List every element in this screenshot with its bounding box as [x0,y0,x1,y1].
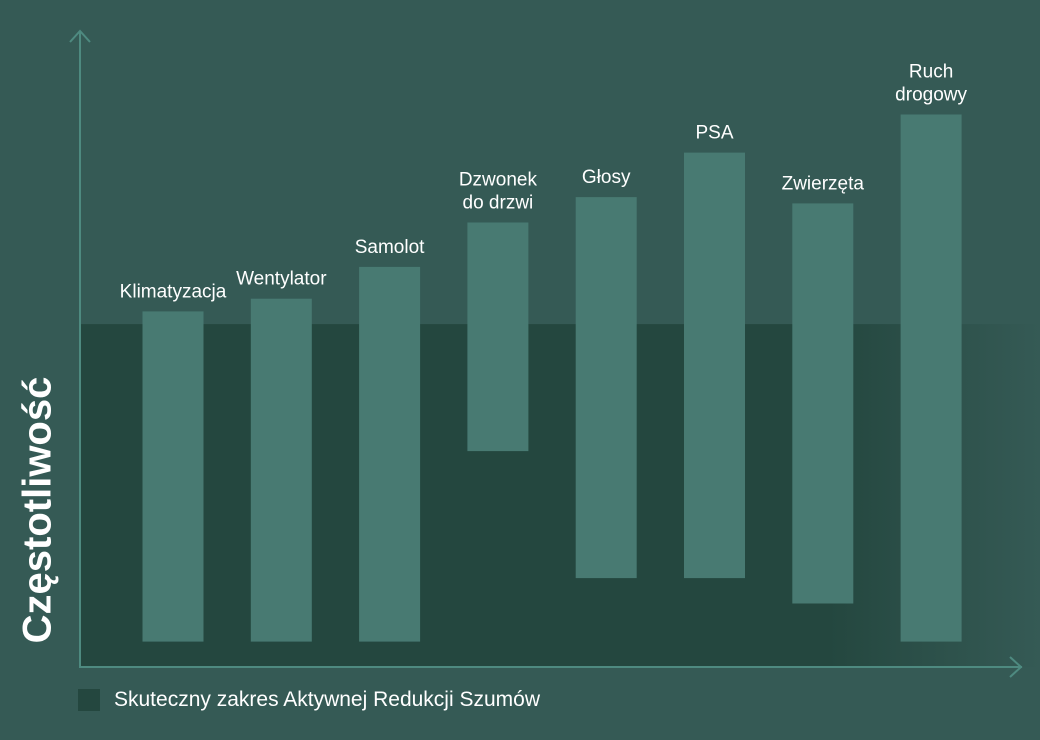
bar-label-line: do drzwi [463,193,534,214]
legend-label: Skuteczny zakres Aktywnej Redukcji Szumó… [114,688,540,711]
anc-effective-range-band [80,324,1040,667]
bar-7 [900,114,962,642]
y-axis-arrowhead [69,29,91,43]
legend-swatch [78,689,100,711]
bar-label-line: Ruch [909,62,953,83]
bar-5 [684,152,745,579]
bar-4 [575,197,637,579]
bar-label-5: PSA [695,123,733,144]
bar-label-1: Wentylator [236,269,327,290]
bar-2 [359,266,421,642]
axes [69,29,1023,678]
bar-0 [142,311,204,642]
bar-label-line: Zwierzęta [782,173,865,194]
bar-label-line: Klimatyzacja [120,281,227,302]
bar-6 [792,203,854,604]
bar-3 [467,222,529,452]
bar-label-line: Wentylator [236,269,327,290]
bar-label-6: Zwierzęta [782,173,865,194]
bar-1 [250,298,312,642]
bar-label-line: Dzwonek [459,170,538,191]
x-axis-arrowhead [1009,656,1023,678]
bar-label-line: PSA [695,123,733,144]
legend: Skuteczny zakres Aktywnej Redukcji Szumó… [78,687,540,713]
bar-label-4: Głosy [582,167,631,188]
bar-label-2: Samolot [355,237,425,258]
bar-label-3: Dzwonek do drzwi [459,170,538,214]
bars-group [142,114,962,642]
bar-labels-group: Klimatyzacja Wentylator Samolot Dzwonek do d… [120,62,968,303]
bar-label-line: Samolot [355,237,425,258]
bar-label-0: Klimatyzacja [120,281,227,302]
bar-label-line: drogowy [895,85,967,106]
y-axis-label: Częstotliwość [15,376,60,644]
bar-label-7: Ruch drogowy [895,62,967,106]
bar-label-line: Głosy [582,167,631,188]
